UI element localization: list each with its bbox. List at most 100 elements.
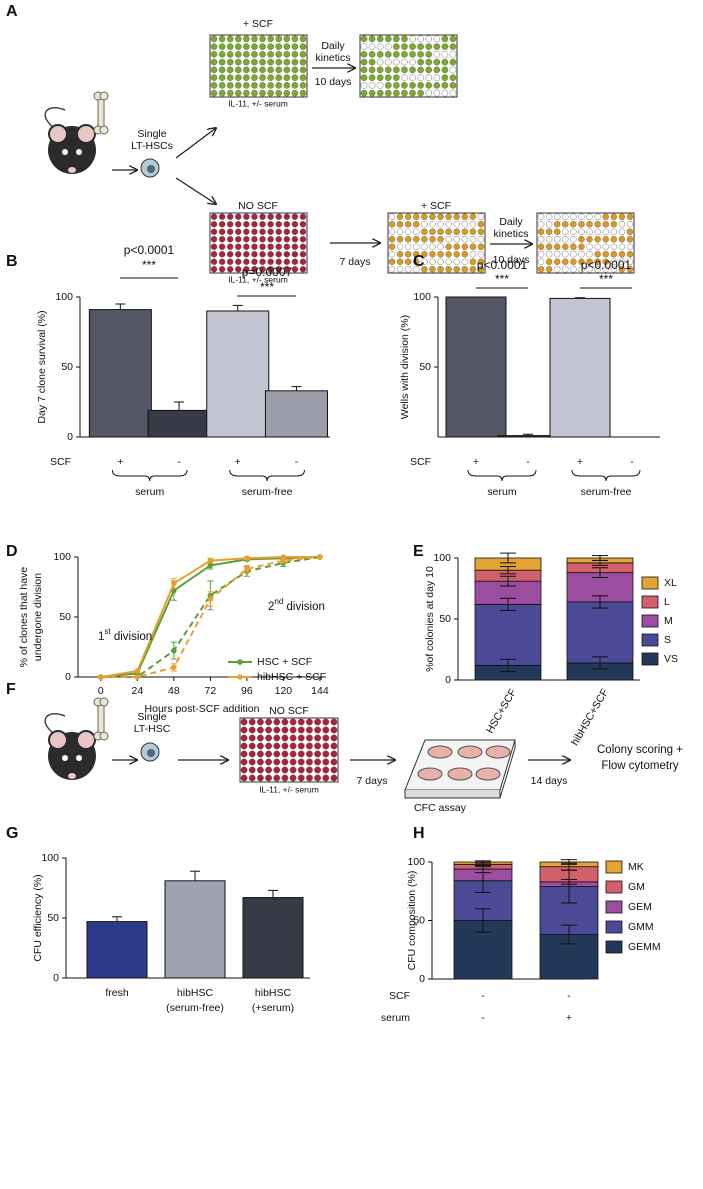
- well: [594, 228, 601, 235]
- well: [413, 251, 420, 258]
- legend-swatch: [641, 576, 659, 590]
- well: [330, 750, 338, 758]
- well: [401, 82, 408, 89]
- well: [376, 89, 384, 97]
- well: [453, 221, 460, 228]
- well: [243, 89, 250, 97]
- well: [281, 718, 289, 726]
- well: [437, 236, 444, 243]
- well: [384, 58, 392, 66]
- point: [317, 554, 323, 560]
- well: [376, 66, 384, 74]
- well: [626, 258, 634, 265]
- arrow-label: kinetics: [315, 52, 350, 64]
- well: [306, 742, 313, 750]
- legend-label: MK: [628, 861, 644, 873]
- well: [243, 258, 250, 265]
- well: [368, 82, 376, 89]
- well: [610, 213, 617, 220]
- well: [259, 35, 266, 43]
- well: [417, 66, 424, 74]
- legend-swatch: [605, 900, 623, 914]
- x-tick-label: -: [567, 990, 571, 1002]
- significance-label: ***: [260, 280, 274, 294]
- point: [207, 562, 214, 569]
- well: [441, 89, 449, 97]
- panel-letter: H: [413, 825, 425, 842]
- well: [218, 66, 226, 74]
- well: [235, 236, 242, 243]
- x-tick-label: -: [526, 456, 530, 468]
- y-tick-label: 0: [53, 972, 59, 984]
- well: [251, 66, 258, 74]
- well: [477, 266, 485, 273]
- panel-letter: G: [6, 825, 18, 842]
- well: [306, 774, 313, 782]
- well: [314, 758, 321, 766]
- well: [586, 258, 593, 265]
- well: [240, 718, 248, 726]
- well: [368, 74, 376, 81]
- well: [610, 236, 617, 243]
- well: [554, 228, 561, 235]
- well: [330, 766, 338, 774]
- well: [234, 66, 242, 74]
- legend-label: M: [664, 615, 673, 627]
- dish-well: [457, 745, 483, 759]
- well: [283, 74, 291, 81]
- well: [401, 43, 408, 50]
- group-label: serum: [487, 486, 516, 498]
- well: [289, 726, 297, 734]
- well: [433, 35, 441, 43]
- x-axis-label: Hours post-SCF addition: [145, 703, 260, 715]
- well: [417, 51, 424, 58]
- well: [429, 236, 436, 243]
- well: [210, 35, 218, 43]
- well: [360, 74, 368, 81]
- well: [445, 258, 452, 265]
- well: [210, 258, 218, 265]
- legend-swatch: [641, 633, 659, 647]
- well: [578, 251, 585, 258]
- well: [275, 251, 282, 258]
- well: [469, 236, 477, 243]
- well: [618, 258, 626, 265]
- well: [248, 718, 256, 726]
- well: [267, 43, 274, 50]
- well: [297, 766, 305, 774]
- well: [267, 58, 274, 66]
- well: [259, 82, 266, 89]
- well: [360, 58, 368, 66]
- well: [281, 758, 289, 766]
- well: [409, 43, 416, 50]
- well: [322, 726, 330, 734]
- well: [388, 213, 396, 220]
- well: [368, 43, 376, 50]
- well: [602, 213, 609, 220]
- well: [429, 221, 436, 228]
- significance-label: ***: [495, 272, 509, 286]
- x-tick-label: (serum-free): [166, 1002, 224, 1014]
- well: [218, 221, 226, 228]
- well: [267, 35, 274, 43]
- legend-label: S: [664, 634, 671, 646]
- annotation-text: 1: [98, 631, 104, 643]
- significance-label: ***: [599, 272, 613, 286]
- y-tick-label: 100: [407, 856, 425, 868]
- well: [388, 228, 396, 235]
- well: [602, 243, 609, 250]
- well: [453, 251, 460, 258]
- well: [210, 58, 218, 66]
- plate: [209, 212, 308, 274]
- point: [134, 668, 141, 674]
- cell-label: LT-HSC: [134, 723, 171, 735]
- well: [240, 742, 248, 750]
- well: [283, 58, 291, 66]
- significance-label: p=0.0007: [242, 265, 293, 279]
- well: [299, 221, 307, 228]
- well: [259, 51, 266, 58]
- well: [210, 66, 218, 74]
- group-label: serum-free: [581, 486, 632, 498]
- plate: [239, 717, 339, 783]
- well: [441, 51, 449, 58]
